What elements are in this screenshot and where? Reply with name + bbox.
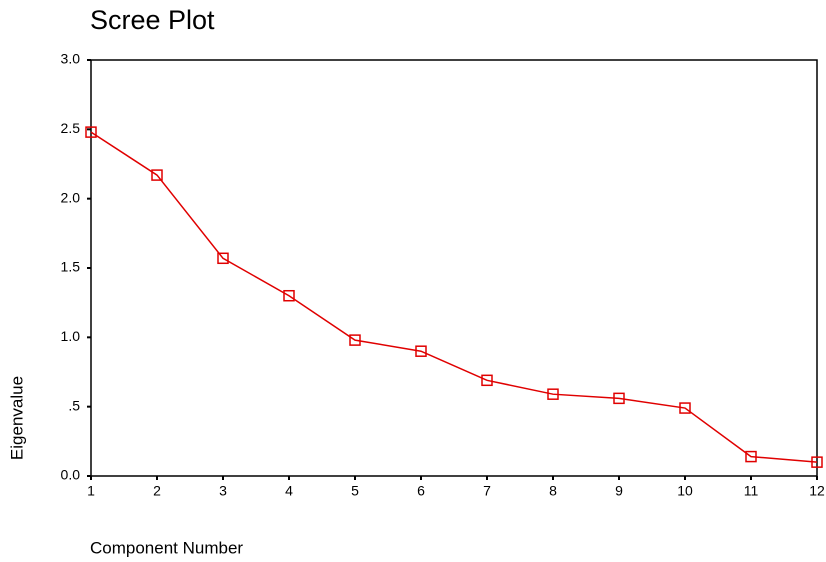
y-tick-label: 1.0 [61, 328, 81, 344]
data-point [217, 252, 229, 265]
y-tick-label: 1.5 [61, 259, 81, 275]
data-point [679, 402, 691, 414]
y-tick-label: 0.0 [61, 467, 81, 483]
data-point [613, 392, 625, 405]
data-point [151, 169, 163, 181]
x-tick-label: 12 [809, 483, 825, 499]
x-tick-label: 11 [744, 483, 759, 499]
data-point [811, 456, 823, 468]
x-tick-label: 6 [417, 483, 425, 499]
y-tick-label: 3.0 [61, 51, 81, 67]
x-tick-label: 7 [483, 483, 491, 499]
y-tick-label: .5 [68, 397, 80, 413]
x-tick-label: 5 [351, 483, 359, 499]
x-axis-label: Component Number [90, 538, 243, 557]
data-point [547, 388, 559, 400]
y-axis-label: Eigenvalue [7, 376, 26, 460]
x-tick-label: 9 [615, 483, 623, 499]
x-tick-label: 2 [153, 483, 161, 499]
y-tick-label: 2.5 [61, 120, 81, 136]
data-line [90, 131, 818, 463]
chart-title: Scree Plot [90, 5, 215, 35]
plot-frame [90, 59, 818, 477]
data-point [415, 345, 427, 357]
data-point [283, 289, 295, 302]
x-tick-label: 10 [677, 483, 693, 499]
data-point [349, 334, 361, 346]
x-tick-label: 3 [219, 483, 227, 499]
x-tick-label: 1 [87, 483, 95, 499]
data-point [745, 450, 757, 463]
x-tick-label: 4 [285, 483, 293, 499]
x-tick-label: 8 [549, 483, 557, 499]
data-point [481, 374, 493, 387]
y-tick-label: 2.0 [61, 189, 81, 205]
data-point [85, 126, 97, 138]
